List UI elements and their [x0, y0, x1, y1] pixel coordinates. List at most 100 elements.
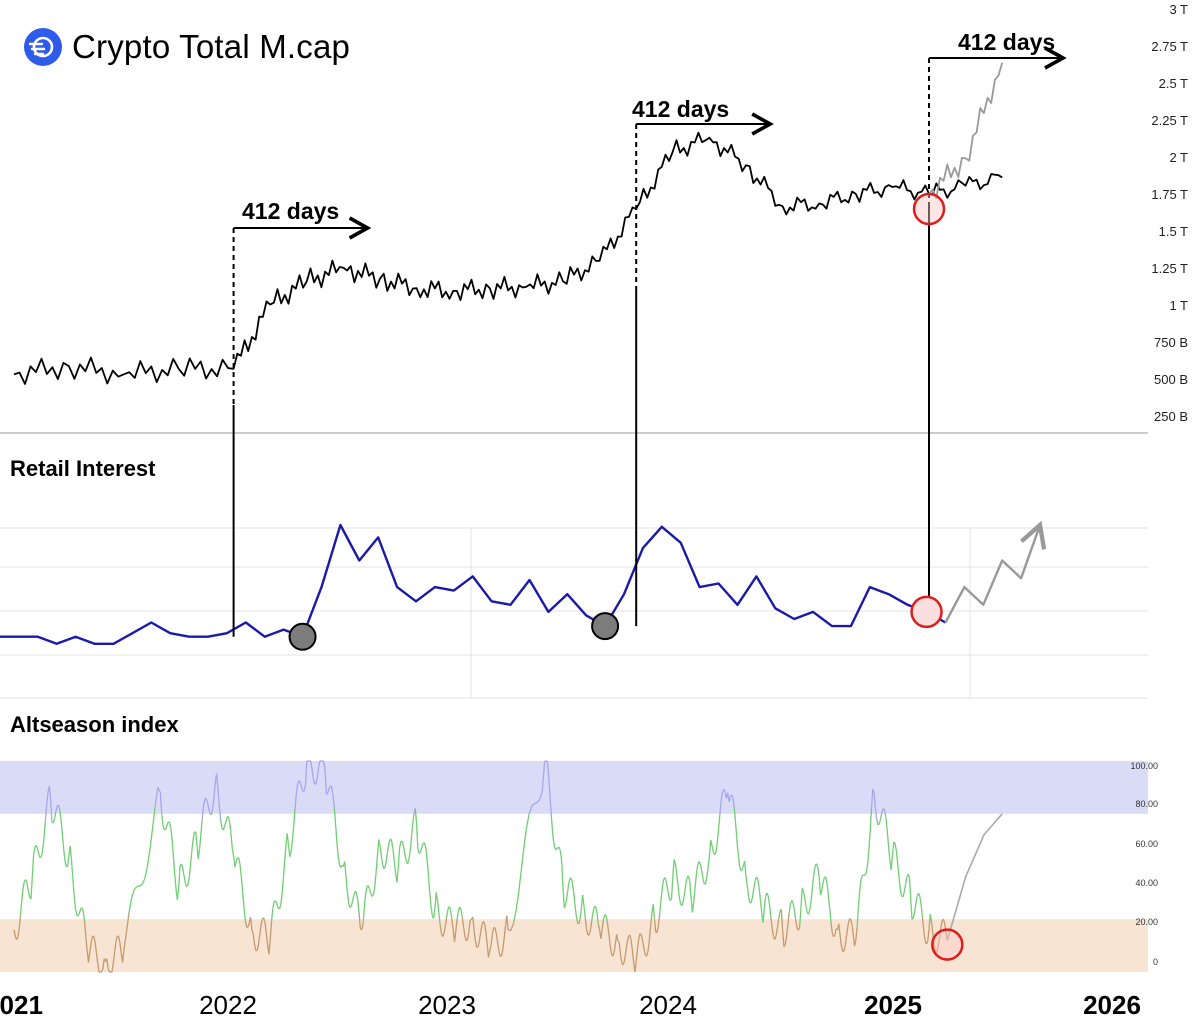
- altseason-segment: [324, 771, 328, 795]
- altseason-segment: [874, 808, 878, 820]
- altseason-segment: [387, 841, 390, 851]
- altseason-segment: [517, 870, 522, 894]
- altseason-segment: [698, 861, 701, 865]
- y-tick-label: 2.75 T: [1151, 39, 1188, 54]
- altseason-segment: [455, 919, 458, 932]
- altseason-segment: [821, 882, 824, 890]
- altseason-segment: [168, 822, 172, 829]
- altseason-segment: [502, 938, 505, 950]
- altseason-segment: [412, 813, 415, 825]
- altseason-segment: [597, 924, 601, 930]
- altseason-segment: [396, 866, 399, 883]
- altseason-segment: [389, 838, 393, 842]
- altseason-segment: [877, 823, 880, 826]
- altseason-segment: [506, 915, 509, 930]
- altseason-segment: [362, 907, 365, 925]
- altseason-segment: [733, 807, 737, 822]
- altseason-segment: [768, 904, 772, 917]
- altseason-segment: [90, 936, 94, 944]
- altseason-segment: [315, 776, 318, 784]
- altseason-segment: [32, 846, 36, 855]
- altseason-segment: [419, 847, 423, 853]
- altseason-segment: [853, 940, 857, 947]
- altseason-segment: [899, 888, 903, 897]
- altseason-segment: [237, 856, 240, 859]
- altseason-segment: [40, 849, 44, 857]
- altseason-segment: [630, 939, 633, 950]
- y-tick-label: 750 B: [1154, 335, 1188, 350]
- altseason-segment: [210, 808, 214, 815]
- altseason-segment: [139, 883, 143, 887]
- altseason-segment: [219, 818, 223, 828]
- altseason-segment: [161, 813, 164, 826]
- altseason-segment: [218, 804, 222, 819]
- altseason-segment: [737, 854, 741, 866]
- altseason-segment: [477, 941, 480, 948]
- altseason-segment: [239, 865, 243, 878]
- altseason-segment: [345, 876, 348, 892]
- altseason-segment: [629, 934, 632, 940]
- altseason-segment: [189, 851, 193, 866]
- altseason-segment: [791, 900, 794, 904]
- altseason-segment: [734, 821, 738, 839]
- altseason-segment: [456, 910, 460, 920]
- altseason-segment: [591, 911, 594, 921]
- altseason-segment: [834, 928, 837, 935]
- altseason-segment: [585, 928, 589, 936]
- altseason-segment: [474, 941, 478, 948]
- altseason-segment: [634, 961, 637, 973]
- altseason-segment: [69, 845, 73, 861]
- altseason-segment: [804, 898, 807, 908]
- altseason-segment: [559, 850, 563, 861]
- altseason-segment: [391, 841, 394, 851]
- altseason-segment: [937, 938, 941, 948]
- altseason-segment: [640, 934, 644, 942]
- altseason-segment: [278, 904, 282, 910]
- altseason-segment: [472, 916, 475, 931]
- altseason-segment: [584, 917, 588, 929]
- gray-circle-marker: [591, 612, 620, 641]
- altseason-segment: [661, 879, 665, 888]
- altseason-segment: [314, 783, 317, 785]
- altseason-segment: [538, 791, 543, 800]
- altseason-segment: [646, 950, 649, 957]
- altseason-segment: [609, 944, 613, 954]
- altseason-segment: [770, 916, 773, 929]
- altseason-segment: [887, 845, 891, 860]
- altseason-segment: [59, 809, 62, 821]
- altseason-segment: [442, 933, 445, 937]
- altseason-segment: [783, 944, 786, 947]
- altseason-segment: [673, 859, 677, 864]
- altseason-segment: [291, 825, 295, 842]
- altseason-segment: [349, 906, 352, 909]
- altseason-segment: [97, 963, 100, 973]
- altseason-segment: [57, 804, 61, 810]
- altseason-segment: [623, 952, 627, 962]
- altseason-segment: [738, 865, 742, 871]
- altseason-segment: [368, 888, 372, 894]
- altseason-segment: [180, 863, 184, 868]
- altseason-segment: [337, 856, 341, 866]
- altseason-segment: [800, 887, 803, 909]
- y-tick-label: 1.75 T: [1151, 187, 1188, 202]
- altseason-segment: [94, 941, 97, 952]
- altseason-segment: [507, 929, 511, 932]
- altseason-segment: [618, 942, 622, 955]
- altseason-segment: [379, 845, 382, 856]
- altseason-segment: [631, 949, 635, 962]
- annotation-412-days-2: 412 days: [632, 96, 730, 122]
- altseason-segment: [27, 890, 31, 898]
- altseason-segment: [435, 892, 439, 901]
- altseason-segment: [330, 786, 334, 795]
- altseason-y-tick-label: 60.00: [1135, 839, 1158, 849]
- altseason-segment: [66, 855, 70, 867]
- altseason-segment: [290, 841, 294, 853]
- altseason-segment: [575, 914, 579, 923]
- altseason-segment: [536, 799, 540, 804]
- altseason-segment: [270, 908, 274, 922]
- altseason-segment: [885, 817, 888, 831]
- altseason-segment: [310, 760, 313, 769]
- altseason-segment: [564, 896, 568, 905]
- altseason-segment: [601, 919, 605, 929]
